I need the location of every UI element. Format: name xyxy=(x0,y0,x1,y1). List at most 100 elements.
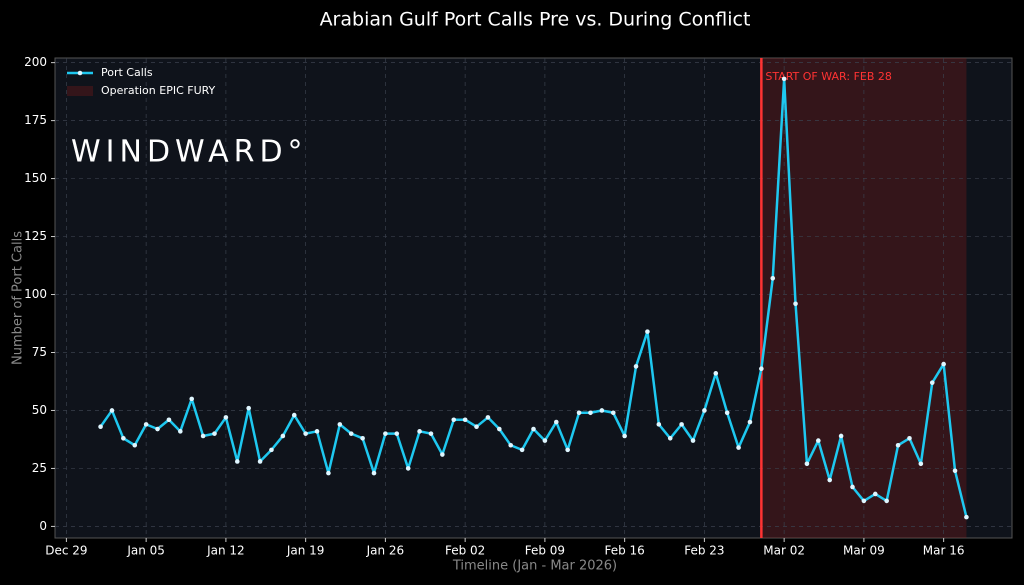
data-point xyxy=(257,459,263,464)
plot-area xyxy=(54,57,1013,539)
data-point xyxy=(143,422,149,427)
data-point xyxy=(872,491,878,497)
data-point xyxy=(269,447,274,453)
data-point xyxy=(417,429,422,434)
data-point xyxy=(656,422,662,427)
data-point xyxy=(576,410,582,416)
data-point xyxy=(781,76,787,82)
data-point xyxy=(337,422,343,427)
data-point xyxy=(964,514,969,520)
data-point xyxy=(497,426,502,432)
data-point xyxy=(838,433,844,439)
y-tick-label: 200 xyxy=(24,55,47,69)
watermark: WINDWARD° xyxy=(71,135,308,170)
data-point xyxy=(314,429,320,434)
data-point xyxy=(246,405,251,411)
data-point xyxy=(360,435,365,441)
data-point xyxy=(531,426,536,432)
data-point xyxy=(861,498,867,504)
x-tick-label: Dec 29 xyxy=(45,544,87,558)
data-point xyxy=(599,408,605,413)
data-point xyxy=(462,417,468,423)
x-axis-label: Timeline (Jan - Mar 2026) xyxy=(452,559,617,574)
x-tick-label: Jan 05 xyxy=(126,544,165,558)
data-point xyxy=(371,470,377,476)
data-point xyxy=(622,433,627,439)
data-point xyxy=(189,396,195,402)
data-point xyxy=(542,438,548,443)
y-tick-label: 125 xyxy=(24,229,47,243)
data-point xyxy=(918,461,924,467)
data-point xyxy=(713,371,719,376)
data-point xyxy=(645,329,650,334)
data-point xyxy=(121,435,126,441)
data-point xyxy=(884,498,889,504)
data-point xyxy=(747,419,753,425)
event-label: START OF WAR: FEB 28 xyxy=(765,70,892,83)
y-tick-label: 100 xyxy=(24,287,47,301)
data-point xyxy=(895,442,901,448)
x-tick-label: Mar 16 xyxy=(923,544,965,558)
data-point xyxy=(850,484,855,490)
data-point xyxy=(451,417,457,423)
data-point xyxy=(383,431,388,436)
data-point xyxy=(770,275,776,281)
data-point xyxy=(474,424,479,429)
data-point xyxy=(155,426,160,432)
data-point xyxy=(690,438,696,443)
data-point xyxy=(132,442,138,448)
legend-label: Operation EPIC FURY xyxy=(101,84,216,97)
data-point xyxy=(519,447,525,453)
data-point xyxy=(166,417,172,423)
x-tick-label: Jan 26 xyxy=(366,544,405,558)
data-point xyxy=(440,452,445,457)
data-point xyxy=(303,431,308,436)
data-point xyxy=(736,445,741,450)
y-tick-label: 75 xyxy=(32,345,47,359)
data-point xyxy=(588,410,593,416)
data-point xyxy=(941,361,946,367)
data-point xyxy=(724,410,730,416)
data-point xyxy=(428,431,434,436)
data-point xyxy=(610,410,616,416)
x-tick-label: Jan 12 xyxy=(206,544,245,558)
data-point xyxy=(485,415,491,420)
legend-swatch xyxy=(67,86,93,96)
data-point xyxy=(793,301,798,307)
y-tick-label: 50 xyxy=(32,403,47,417)
x-tick-label: Mar 02 xyxy=(763,544,805,558)
data-point xyxy=(759,366,764,372)
data-point xyxy=(633,364,639,369)
data-point xyxy=(827,477,833,483)
data-point xyxy=(508,442,514,448)
x-tick-label: Feb 16 xyxy=(604,544,644,558)
data-point xyxy=(291,412,297,418)
data-point xyxy=(405,466,411,471)
data-point xyxy=(702,408,707,413)
x-tick-label: Jan 19 xyxy=(286,544,325,558)
chart-title: Arabian Gulf Port Calls Pre vs. During C… xyxy=(320,9,751,31)
data-point xyxy=(952,468,958,474)
x-tick-label: Mar 09 xyxy=(843,544,885,558)
data-point xyxy=(667,435,673,441)
data-point xyxy=(565,447,570,453)
x-tick-label: Feb 09 xyxy=(525,544,565,558)
legend-label: Port Calls xyxy=(101,66,153,79)
x-tick-label: Feb 23 xyxy=(684,544,724,558)
legend-marker xyxy=(77,70,83,76)
y-tick-label: 150 xyxy=(24,171,47,185)
data-point xyxy=(907,435,912,441)
data-point xyxy=(679,422,684,427)
x-tick-label: Feb 02 xyxy=(445,544,485,558)
data-point xyxy=(178,429,183,434)
data-point xyxy=(234,459,240,464)
data-point xyxy=(816,438,821,443)
data-point xyxy=(929,380,935,385)
y-axis-label: Number of Port Calls xyxy=(11,231,26,365)
y-tick-label: 25 xyxy=(32,461,47,475)
data-point xyxy=(553,419,559,425)
data-point xyxy=(394,431,400,436)
data-point xyxy=(804,461,810,467)
data-point xyxy=(326,470,331,476)
